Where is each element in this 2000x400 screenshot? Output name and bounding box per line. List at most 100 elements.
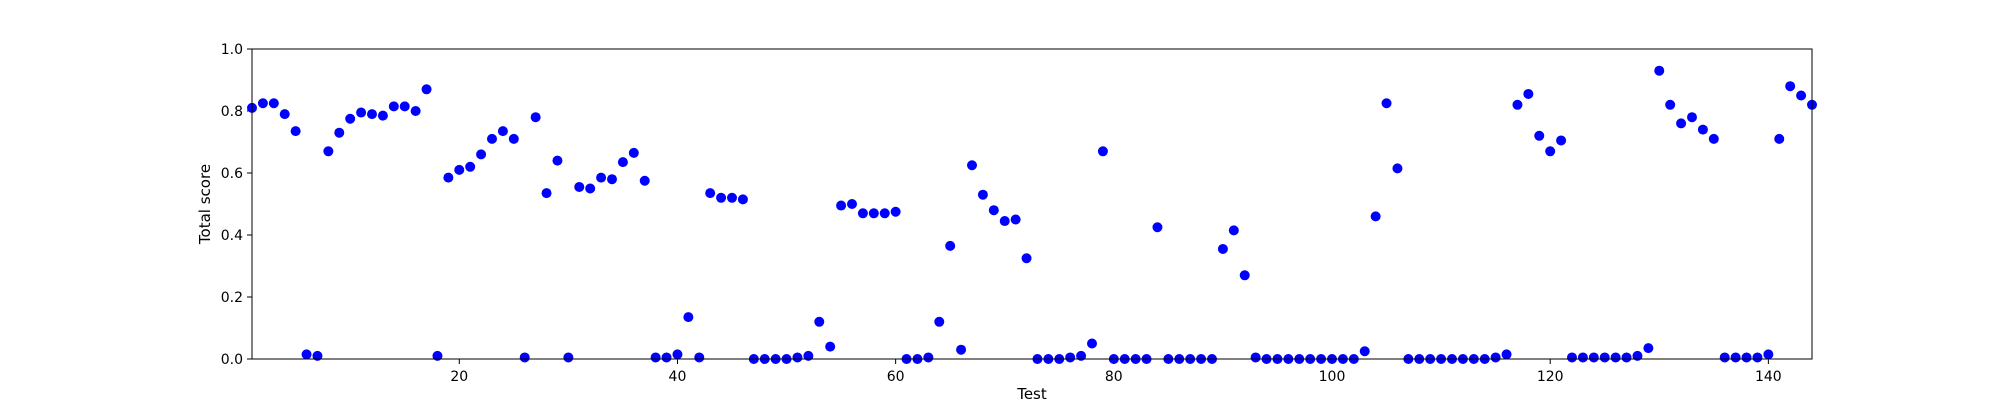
data-point	[268, 98, 279, 109]
data-point	[847, 199, 857, 209]
data-point	[1392, 163, 1403, 174]
data-point	[1697, 124, 1708, 135]
data-point	[519, 352, 530, 363]
data-point	[1763, 349, 1774, 360]
data-point	[323, 146, 334, 157]
data-point	[1359, 346, 1370, 357]
data-point	[367, 109, 377, 120]
data-point	[1774, 133, 1785, 144]
data-point	[1643, 343, 1654, 354]
data-point	[825, 341, 836, 352]
data-point	[1785, 81, 1796, 92]
data-point	[890, 206, 901, 217]
data-point	[279, 109, 290, 120]
data-point	[432, 350, 443, 361]
x-tick-label: 40	[669, 369, 687, 385]
data-point	[1588, 352, 1599, 363]
data-point	[345, 113, 356, 124]
data-point	[1370, 211, 1381, 222]
data-point	[650, 352, 661, 363]
data-point	[716, 192, 727, 203]
data-point	[476, 149, 487, 160]
y-tick-label: 1.0	[221, 42, 243, 58]
data-point	[803, 350, 814, 361]
data-point	[988, 205, 999, 216]
data-point	[1676, 118, 1687, 129]
data-point	[639, 175, 650, 186]
data-point	[868, 208, 879, 219]
data-point	[356, 107, 367, 118]
data-point	[967, 160, 977, 171]
data-point	[694, 352, 705, 363]
data-point	[1512, 99, 1523, 110]
data-point	[1065, 352, 1076, 363]
y-axis: 0.0 0.2 0.4 0.6 0.8 1.0	[221, 42, 252, 368]
data-point	[552, 155, 563, 166]
data-point	[661, 352, 672, 363]
data-point	[1796, 90, 1807, 101]
data-point	[508, 133, 519, 144]
data-point	[1228, 225, 1239, 236]
data-point	[857, 208, 868, 219]
data-point	[1523, 88, 1534, 99]
data-point	[312, 350, 323, 361]
data-point	[1687, 112, 1697, 123]
data-point	[1087, 338, 1097, 349]
data-point	[585, 183, 596, 194]
data-point	[956, 344, 967, 355]
data-point	[1097, 146, 1108, 157]
data-point	[1719, 352, 1730, 363]
y-tick-label: 0.4	[221, 228, 243, 244]
x-axis-label: Test	[1016, 385, 1047, 400]
data-point	[290, 126, 301, 137]
y-tick-label: 0.2	[221, 290, 243, 306]
data-point	[1665, 99, 1676, 110]
data-point	[945, 240, 956, 251]
data-point	[792, 352, 803, 363]
data-point	[1010, 214, 1021, 225]
x-tick-label: 60	[887, 369, 905, 385]
y-axis-label: Total score	[196, 164, 214, 245]
data-point	[727, 192, 737, 203]
data-point	[1632, 350, 1643, 361]
data-point	[541, 188, 552, 199]
data-point	[1152, 222, 1163, 233]
data-point	[421, 84, 432, 95]
data-point	[1490, 352, 1501, 363]
data-point	[530, 112, 541, 123]
x-tick-label: 140	[1755, 369, 1782, 385]
data-point	[607, 174, 617, 185]
data-point	[999, 216, 1010, 227]
data-point	[1501, 349, 1512, 360]
data-point	[1654, 65, 1665, 76]
data-point	[410, 106, 421, 116]
data-point	[388, 101, 399, 112]
data-point	[923, 352, 934, 363]
data-points	[247, 65, 1817, 364]
data-point	[1381, 98, 1392, 109]
data-point	[977, 189, 988, 200]
data-point	[1250, 352, 1261, 363]
y-tick-label: 0.8	[221, 104, 243, 120]
data-point	[1752, 352, 1763, 363]
data-point	[443, 172, 454, 183]
data-point	[1545, 146, 1556, 157]
data-point	[737, 194, 748, 205]
x-tick-label: 120	[1537, 369, 1564, 385]
data-point	[596, 172, 607, 183]
y-tick-label: 0.6	[221, 166, 243, 182]
data-point	[836, 200, 847, 211]
data-point	[1599, 352, 1610, 363]
data-point	[617, 157, 628, 168]
data-point	[683, 312, 694, 323]
x-tick-label: 100	[1319, 369, 1346, 385]
data-point	[399, 101, 410, 112]
data-point	[301, 349, 312, 360]
data-point	[1741, 352, 1752, 363]
data-point	[628, 147, 639, 158]
data-point	[563, 352, 574, 363]
y-tick-label: 0.0	[221, 352, 243, 368]
data-point	[334, 127, 345, 138]
x-tick-label: 80	[1105, 369, 1123, 385]
